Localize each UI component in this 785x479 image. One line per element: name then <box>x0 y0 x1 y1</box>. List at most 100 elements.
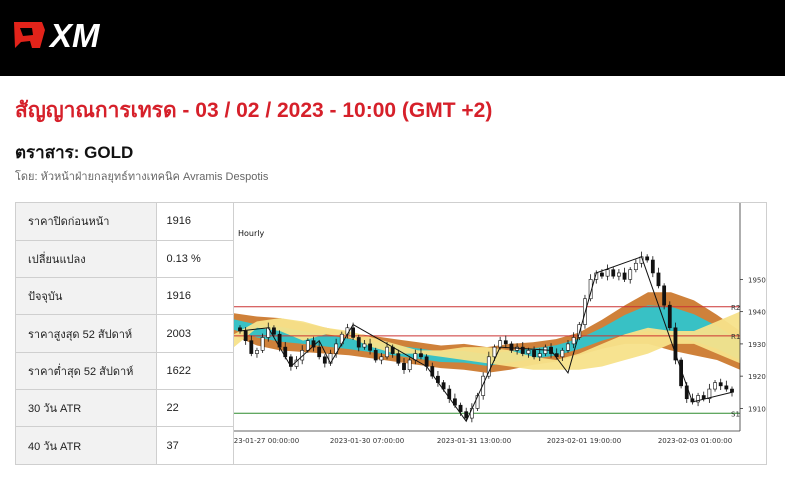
y-tick-label: 1910 <box>748 405 766 413</box>
candle-body <box>441 382 446 390</box>
candle-body <box>402 362 406 371</box>
stat-value: 0.13 % <box>156 240 233 279</box>
x-tick-label: 2023-01-27 00:00:00 <box>234 437 299 445</box>
candle-body <box>577 324 582 338</box>
stat-label: 30 วัน ATR <box>16 389 157 428</box>
stat-value: 1622 <box>156 352 233 390</box>
candle-body <box>249 340 254 354</box>
candle-body <box>419 353 423 358</box>
candle-body <box>373 350 378 361</box>
stat-label: ปัจจุบัน <box>16 277 157 316</box>
candle-body <box>379 356 384 361</box>
stats-row: ราคาต่ำสุด 52 สัปดาห์ 1622 <box>16 352 233 390</box>
candle-body <box>707 388 712 400</box>
level-label-r1: R1 <box>731 333 740 341</box>
candle-body <box>645 256 650 261</box>
stats-table: ราคาปิดก่อนหน้า 1916 เปลี่ยนแปลง 0.13 % ปัจจ… <box>16 203 233 465</box>
x-tick-label: 2023-01-31 13:00:00 <box>437 437 511 445</box>
stats-row: 40 วัน ATR 37 <box>16 426 233 465</box>
candle-body <box>362 343 367 348</box>
y-tick-label: 1920 <box>748 373 766 381</box>
candle-body <box>424 356 429 367</box>
candle-body <box>356 337 361 348</box>
candle-body <box>481 375 486 396</box>
candle-body <box>616 272 621 277</box>
candle-body <box>407 359 412 371</box>
candle-body <box>385 346 389 358</box>
candle-body <box>520 346 525 354</box>
candle-body <box>656 272 661 287</box>
level-label-s1: S1 <box>731 410 740 418</box>
candle-body <box>351 327 356 338</box>
candle-body <box>667 304 672 329</box>
cloud <box>234 311 740 370</box>
stat-label: ราคาปิดก่อนหน้า <box>16 203 157 241</box>
candle-body <box>537 353 542 358</box>
candle-body <box>724 385 729 390</box>
stat-label: เปลี่ยนแปลง <box>16 240 157 279</box>
xm-logo[interactable]: XM <box>12 14 132 54</box>
candle-body <box>260 337 265 351</box>
price-chart: R2 R1 S1 1910 1920 1930 1940 1950 2023-01-27 00:… <box>233 203 767 464</box>
stat-label: ราคาต่ำสุด 52 สัปดาห์ <box>16 352 157 390</box>
candle-body <box>322 356 327 364</box>
band-outer <box>234 292 740 373</box>
x-tick-label: 2023-02-03 01:00:00 <box>658 437 732 445</box>
candle-body <box>605 269 610 277</box>
candle-body <box>492 346 497 358</box>
candle-body <box>571 337 576 345</box>
stats-row: 30 วัน ATR 22 <box>16 389 233 428</box>
x-tick-label: 2023-02-01 19:00:00 <box>547 437 621 445</box>
candle-body <box>633 262 638 271</box>
candle-body <box>458 404 463 412</box>
stat-value: 1916 <box>156 277 233 316</box>
candle-body <box>532 350 536 358</box>
candle-body <box>696 395 700 403</box>
header-bar: XM <box>0 0 785 76</box>
stats-row: เปลี่ยนแปลง 0.13 % <box>16 240 233 279</box>
stat-label: ราคาสูงสุด 52 สัปดาห์ <box>16 314 157 353</box>
y-tick-label: 1950 <box>748 276 766 284</box>
y-tick-label: 1930 <box>748 341 766 349</box>
stats-row: ปัจจุบัน 1916 <box>16 277 233 316</box>
candle-body <box>464 411 469 419</box>
candle-body <box>526 350 531 354</box>
candle-body <box>255 350 259 354</box>
stat-value: 1916 <box>156 203 233 241</box>
candle-body <box>650 259 655 274</box>
candle-body <box>503 340 508 345</box>
page-title: สัญญาณการเทรด - 03 / 02 / 2023 - 10:00 (… <box>15 99 493 122</box>
candle-body <box>701 395 706 400</box>
x-tick-label: 2023-01-30 07:00:00 <box>330 437 404 445</box>
zigzag-line <box>239 256 733 423</box>
candle-body <box>396 353 401 364</box>
signal-panel: ราคาปิดก่อนหน้า 1916 เปลี่ยนแปลง 0.13 % ปัจจ… <box>15 202 767 465</box>
candle-body <box>628 269 633 280</box>
candle-body <box>560 350 565 358</box>
stat-value: 37 <box>156 426 233 465</box>
stats-row: ราคาสูงสุด 52 สัปดาห์ 2003 <box>16 314 233 353</box>
logo-text: XM <box>48 17 101 54</box>
candle-body <box>622 272 627 280</box>
candle-body <box>566 343 570 351</box>
candle-body <box>600 272 604 277</box>
candle-body <box>730 388 734 393</box>
candle-body <box>272 327 276 335</box>
candle-body <box>447 388 452 400</box>
candle-body <box>486 356 491 377</box>
author-line: โดย: หัวหน้าฝ่ายกลยุทธ์ทางเทคนิค Avramis… <box>15 171 269 183</box>
candle-body <box>243 330 248 341</box>
chart-title: Hourly <box>238 229 264 238</box>
stat-value: 22 <box>156 389 233 428</box>
candle-body <box>673 327 678 361</box>
candle-body <box>662 285 667 306</box>
chart-svg: R2 R1 S1 1910 1920 1930 1940 1950 2023-01-27 00:… <box>234 203 766 445</box>
stats-row: ราคาปิดก่อนหน้า 1916 <box>16 203 233 241</box>
candle-body <box>611 269 616 277</box>
instrument-label: ตราสาร: GOLD <box>15 143 134 162</box>
stat-label: 40 วัน ATR <box>16 426 157 465</box>
candle-body <box>317 346 322 358</box>
candle-body <box>305 340 310 351</box>
level-label-r2: R2 <box>731 304 740 312</box>
candle-body <box>718 382 723 387</box>
